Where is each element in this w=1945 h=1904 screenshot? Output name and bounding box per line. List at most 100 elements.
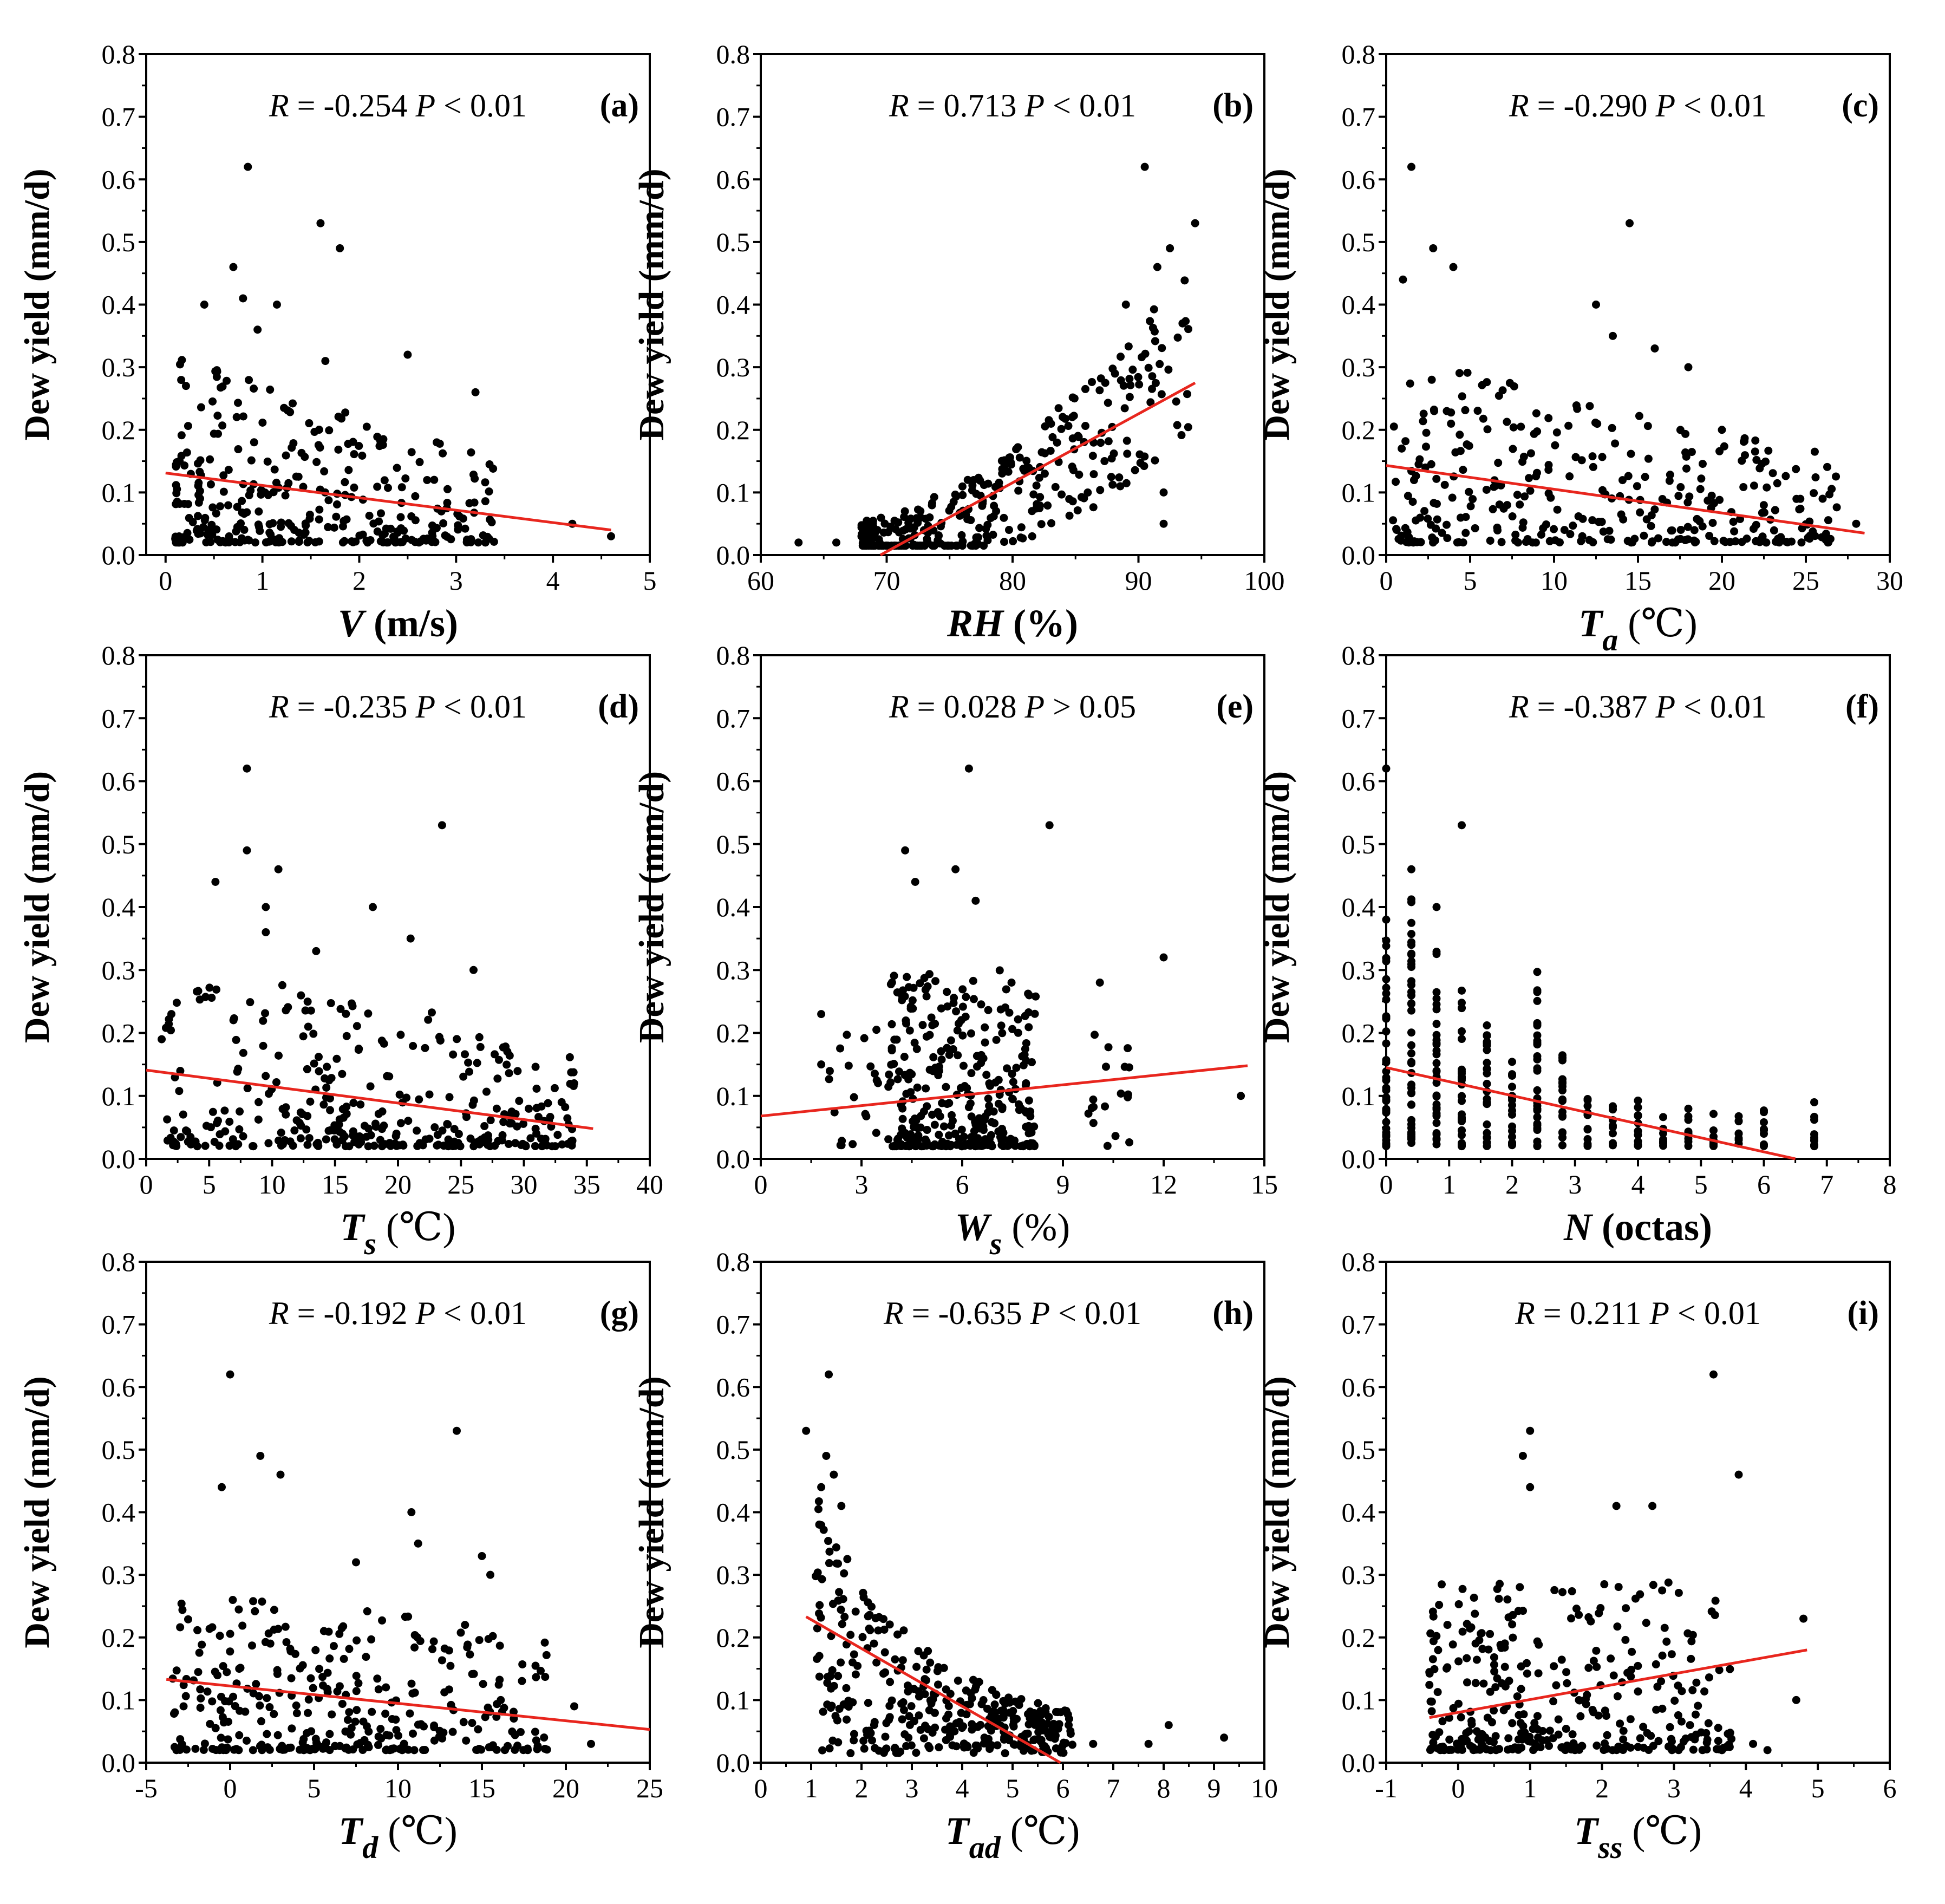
data-point: [949, 1045, 957, 1053]
data-point: [1552, 428, 1561, 437]
data-point: [324, 496, 333, 505]
data-point: [819, 1707, 827, 1716]
data-point: [958, 1031, 967, 1040]
data-point: [871, 1614, 880, 1622]
data-point: [243, 846, 251, 855]
data-point: [836, 1044, 845, 1053]
data-point: [1111, 1132, 1120, 1140]
data-point: [880, 1648, 889, 1657]
data-point: [606, 532, 615, 540]
data-point: [1771, 506, 1779, 514]
data-point: [236, 538, 244, 546]
data-point: [238, 1621, 247, 1630]
data-point: [508, 1727, 517, 1736]
data-point: [234, 1065, 243, 1073]
data-point: [912, 1045, 921, 1053]
data-point: [837, 1502, 846, 1510]
data-point: [320, 467, 329, 475]
data-point: [502, 1060, 511, 1069]
data-point: [183, 529, 192, 537]
data-point: [1459, 466, 1467, 474]
data-point: [459, 514, 467, 523]
data-point: [1157, 390, 1166, 399]
data-point: [246, 486, 255, 495]
data-point: [834, 1559, 843, 1568]
data-point: [1792, 465, 1800, 473]
stat-p-symbol: P: [1029, 1295, 1050, 1331]
x-tick-label: -5: [135, 1773, 158, 1803]
data-point: [1473, 407, 1482, 415]
data-point: [518, 1677, 526, 1685]
data-point: [1700, 1687, 1709, 1696]
data-point: [1555, 538, 1564, 547]
x-tick-label: 8: [1157, 1773, 1171, 1803]
data-point: [1609, 1105, 1617, 1114]
data-point: [1531, 1739, 1539, 1748]
data-point: [905, 1720, 914, 1729]
stat-annotation: R = -0.387 P < 0.01: [1509, 689, 1767, 725]
data-point: [176, 1067, 185, 1075]
data-point: [326, 1106, 335, 1114]
data-point: [1609, 1139, 1617, 1147]
data-point: [1123, 449, 1132, 458]
data-point: [987, 1726, 995, 1735]
data-point: [849, 1140, 857, 1149]
data-point: [1665, 477, 1674, 485]
data-point: [1600, 1580, 1609, 1589]
x-tick-label: 70: [873, 565, 900, 596]
data-point: [1752, 520, 1760, 529]
data-point: [962, 993, 970, 1001]
data-point: [1511, 530, 1520, 539]
data-point: [1525, 1732, 1534, 1741]
data-point: [462, 538, 471, 546]
data-point: [325, 1654, 334, 1663]
data-point: [276, 1470, 285, 1479]
data-point: [264, 1139, 273, 1147]
data-point: [1409, 538, 1418, 547]
panel-label: (g): [600, 1295, 639, 1332]
data-point: [1015, 453, 1024, 462]
data-point: [338, 1699, 347, 1708]
y-tick-label: 0.5: [716, 1434, 750, 1465]
data-point: [851, 1607, 860, 1616]
data-point: [1173, 333, 1182, 342]
data-point: [818, 1575, 826, 1583]
data-point: [1120, 404, 1129, 413]
data-point: [1088, 452, 1097, 460]
data-point: [1089, 503, 1098, 512]
data-point: [1578, 532, 1587, 540]
data-point: [1694, 1701, 1702, 1710]
data-point: [341, 408, 350, 417]
data-point: [902, 1742, 911, 1750]
data-point: [182, 448, 191, 457]
data-point: [177, 376, 186, 384]
data-point: [433, 1141, 441, 1150]
data-point: [1760, 1106, 1768, 1115]
data-point: [1607, 1654, 1615, 1663]
data-point: [1427, 375, 1436, 384]
data-point: [217, 383, 225, 392]
data-point: [830, 1681, 838, 1690]
data-point: [1799, 1614, 1808, 1623]
data-point: [1533, 986, 1542, 995]
data-point: [1573, 405, 1582, 413]
data-point: [306, 1097, 315, 1106]
data-point: [1404, 492, 1412, 500]
data-point: [842, 1684, 851, 1692]
data-point: [1007, 460, 1015, 469]
data-point: [906, 1088, 915, 1097]
data-point: [943, 1002, 952, 1011]
data-point: [1758, 460, 1766, 468]
data-point: [302, 521, 310, 530]
data-point: [225, 538, 233, 547]
data-point: [1122, 479, 1131, 487]
data-point: [1382, 915, 1391, 924]
data-point: [1382, 989, 1391, 998]
x-axis-variable: V: [338, 602, 367, 645]
data-point: [1490, 1706, 1498, 1715]
data-point: [1508, 1122, 1516, 1131]
data-point: [1503, 418, 1511, 426]
data-point: [301, 1006, 310, 1015]
data-point: [484, 1703, 492, 1712]
